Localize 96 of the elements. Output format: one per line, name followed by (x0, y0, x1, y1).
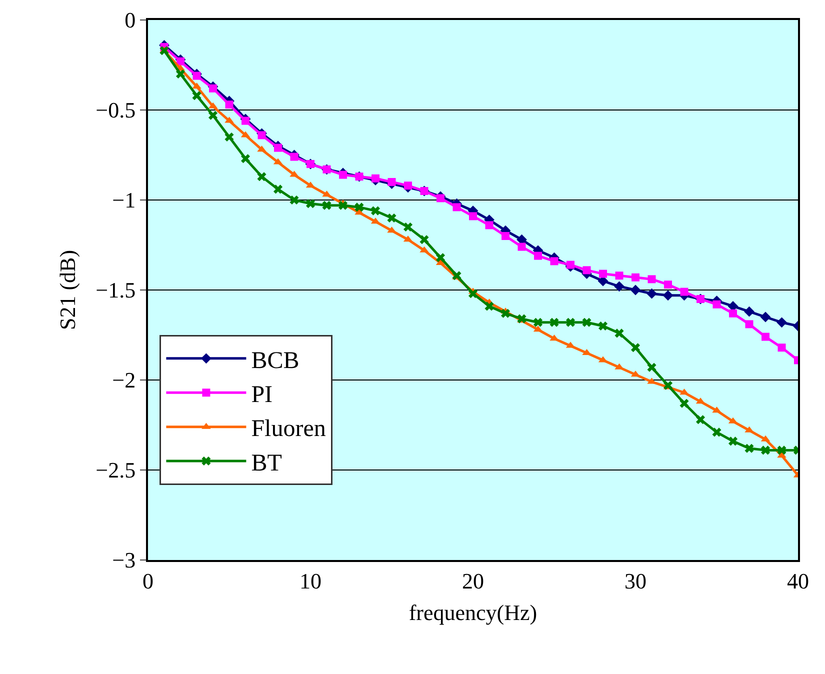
point (776, 317, 787, 328)
point (566, 318, 576, 327)
legend-label: Fluoren (251, 416, 326, 442)
y-tick-label: −1.5 (96, 278, 136, 303)
point (436, 253, 446, 262)
point (534, 252, 542, 260)
point (240, 154, 250, 164)
point (599, 270, 607, 278)
point (518, 242, 526, 251)
point (452, 203, 461, 212)
point (209, 84, 217, 92)
point (500, 308, 510, 318)
point (680, 398, 689, 408)
y-tick-label: 0 (124, 8, 136, 33)
point (338, 200, 348, 210)
point (242, 116, 250, 125)
point (664, 280, 672, 289)
point (566, 260, 574, 269)
point (598, 321, 608, 331)
x-tick-label: 30 (624, 568, 646, 594)
legend-label: PI (251, 382, 273, 408)
y-axis-title: S21 (dB) (54, 250, 80, 330)
point (762, 332, 770, 341)
point (777, 446, 786, 455)
point (257, 172, 266, 182)
point (469, 212, 477, 220)
point (615, 272, 624, 280)
point (745, 320, 754, 328)
point (614, 281, 624, 292)
point (648, 275, 656, 284)
point (630, 284, 641, 296)
point (744, 306, 754, 317)
legend-label: BCB (251, 348, 300, 374)
legend-label: BT (251, 450, 282, 476)
y-tick-label: −1 (112, 188, 136, 213)
point (680, 288, 688, 296)
point (712, 428, 722, 437)
point (778, 344, 786, 352)
point (614, 328, 624, 338)
point (387, 213, 396, 223)
point (468, 289, 478, 298)
point (760, 312, 771, 322)
point (647, 362, 656, 372)
point (160, 46, 169, 56)
point (484, 302, 494, 311)
point (388, 178, 396, 186)
point (258, 131, 266, 140)
point (290, 195, 299, 205)
point (273, 184, 283, 194)
point (760, 446, 770, 455)
y-tick-label: −2.5 (96, 458, 136, 483)
point (550, 257, 558, 266)
point (339, 170, 347, 179)
point (550, 318, 559, 327)
point (663, 380, 673, 390)
point (274, 144, 282, 152)
point (712, 300, 721, 308)
point (192, 91, 202, 100)
point (225, 100, 234, 109)
point (533, 318, 543, 327)
point (485, 221, 494, 230)
point (176, 69, 186, 79)
point (662, 290, 674, 301)
point (502, 232, 510, 240)
x-tick-label: 20 (462, 568, 484, 594)
point (224, 132, 234, 142)
point (306, 199, 316, 208)
point (403, 222, 413, 232)
point (176, 57, 184, 66)
point (436, 194, 444, 202)
point (582, 318, 592, 327)
point (192, 72, 201, 80)
point (744, 444, 754, 453)
point (630, 343, 640, 352)
x-tick-label: 40 (787, 568, 809, 594)
point (322, 200, 332, 210)
point (420, 235, 429, 244)
point (370, 206, 380, 216)
point (728, 436, 738, 446)
point (372, 174, 380, 182)
point (582, 266, 591, 274)
point (208, 110, 218, 120)
y-tick-label: −3 (112, 548, 136, 573)
point (404, 182, 412, 190)
x-axis-title: frequency(Hz) (408, 600, 538, 625)
point (696, 415, 706, 424)
y-tick-label: −0.5 (96, 98, 136, 123)
y-tick-label: −2 (112, 368, 136, 393)
point (354, 202, 364, 212)
point (646, 288, 657, 299)
x-tick-label: 0 (142, 568, 154, 594)
x-tick-label: 10 (300, 568, 322, 594)
point (632, 273, 640, 282)
point (729, 309, 737, 318)
point (290, 152, 298, 161)
point (517, 314, 526, 324)
